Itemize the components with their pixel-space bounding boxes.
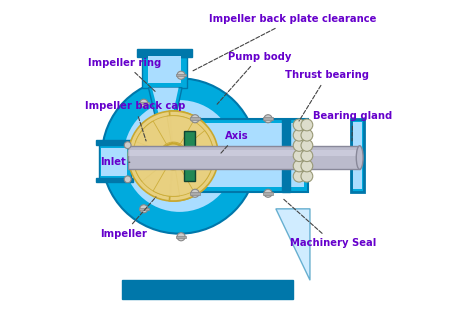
Circle shape — [301, 150, 313, 162]
Circle shape — [301, 129, 313, 141]
Circle shape — [293, 170, 305, 182]
Text: Pump body: Pump body — [217, 51, 291, 104]
Circle shape — [293, 119, 305, 131]
FancyBboxPatch shape — [128, 150, 360, 156]
FancyBboxPatch shape — [139, 102, 149, 105]
Text: Impeller: Impeller — [100, 197, 156, 239]
Circle shape — [293, 129, 305, 141]
FancyBboxPatch shape — [184, 131, 195, 181]
Circle shape — [124, 142, 131, 149]
Text: Machinery Seal: Machinery Seal — [283, 198, 376, 248]
Text: Inlet: Inlet — [100, 157, 130, 167]
Circle shape — [161, 144, 186, 168]
Polygon shape — [153, 161, 211, 196]
FancyBboxPatch shape — [99, 144, 131, 181]
Ellipse shape — [356, 146, 363, 169]
Text: Impeller back cap: Impeller back cap — [85, 101, 185, 141]
Text: Bearing gland: Bearing gland — [313, 111, 392, 141]
Text: Axis: Axis — [220, 131, 248, 154]
Polygon shape — [167, 116, 214, 156]
FancyBboxPatch shape — [122, 280, 293, 299]
FancyBboxPatch shape — [190, 192, 200, 194]
Circle shape — [140, 205, 148, 213]
Text: Impeller back plate clearance: Impeller back plate clearance — [193, 14, 376, 71]
Circle shape — [264, 189, 272, 197]
Circle shape — [191, 115, 199, 123]
Text: Thrust bearing: Thrust bearing — [285, 70, 369, 121]
Circle shape — [124, 176, 131, 183]
Wedge shape — [169, 111, 219, 201]
Circle shape — [102, 78, 257, 234]
Circle shape — [293, 160, 305, 172]
Circle shape — [301, 119, 313, 131]
FancyBboxPatch shape — [282, 119, 290, 192]
FancyBboxPatch shape — [176, 236, 186, 238]
FancyBboxPatch shape — [263, 192, 273, 194]
Polygon shape — [152, 88, 179, 119]
Circle shape — [124, 100, 236, 212]
Polygon shape — [180, 131, 214, 191]
FancyBboxPatch shape — [142, 56, 187, 88]
Circle shape — [301, 160, 313, 172]
Circle shape — [128, 111, 219, 201]
Circle shape — [293, 150, 305, 162]
FancyBboxPatch shape — [148, 56, 181, 83]
FancyBboxPatch shape — [101, 148, 127, 176]
FancyBboxPatch shape — [176, 74, 186, 76]
Circle shape — [293, 139, 305, 151]
FancyBboxPatch shape — [263, 118, 273, 120]
Circle shape — [301, 139, 313, 151]
Circle shape — [177, 233, 185, 241]
FancyBboxPatch shape — [353, 122, 362, 189]
Polygon shape — [136, 116, 193, 151]
Circle shape — [140, 99, 148, 107]
FancyBboxPatch shape — [196, 123, 304, 187]
Circle shape — [168, 150, 179, 162]
FancyBboxPatch shape — [190, 118, 200, 120]
Polygon shape — [148, 88, 182, 123]
FancyBboxPatch shape — [137, 50, 192, 57]
Circle shape — [264, 115, 272, 123]
FancyBboxPatch shape — [192, 119, 309, 192]
Circle shape — [191, 189, 199, 197]
Polygon shape — [133, 156, 180, 196]
Text: Impeller ring: Impeller ring — [88, 58, 161, 92]
FancyBboxPatch shape — [96, 140, 133, 145]
FancyBboxPatch shape — [96, 178, 133, 183]
FancyBboxPatch shape — [128, 146, 360, 169]
FancyBboxPatch shape — [139, 207, 149, 210]
Circle shape — [301, 170, 313, 182]
Polygon shape — [276, 209, 310, 280]
Circle shape — [177, 71, 185, 79]
FancyBboxPatch shape — [351, 119, 365, 192]
Polygon shape — [133, 121, 166, 181]
